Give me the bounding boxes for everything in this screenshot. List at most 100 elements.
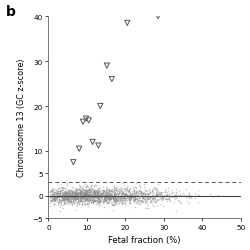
Point — [59, 195, 63, 199]
Point — [148, 196, 152, 200]
Point — [64, 191, 68, 195]
Point — [76, 196, 80, 200]
Point — [104, 196, 108, 200]
Point — [71, 199, 75, 203]
Point — [91, 198, 95, 202]
Point — [117, 192, 121, 196]
Point — [87, 192, 91, 196]
Point — [78, 197, 82, 201]
Point — [94, 195, 98, 199]
Point — [74, 192, 78, 196]
Point — [78, 199, 82, 203]
Point — [154, 191, 158, 195]
Point — [78, 199, 82, 203]
Point — [118, 199, 122, 203]
Point — [112, 199, 116, 203]
Point — [127, 190, 131, 194]
Point — [116, 201, 119, 205]
Point — [106, 200, 110, 204]
Point — [70, 200, 73, 204]
Point — [53, 193, 57, 197]
Point — [84, 190, 88, 194]
Point — [118, 189, 122, 193]
Point — [75, 194, 79, 198]
Point — [132, 188, 136, 192]
Point — [124, 196, 128, 200]
Point — [75, 196, 79, 200]
Point — [128, 196, 132, 200]
Point — [89, 195, 93, 199]
Point — [127, 192, 131, 196]
Point — [93, 191, 97, 195]
Point — [66, 200, 70, 204]
Point — [99, 193, 103, 197]
Point — [55, 194, 59, 198]
Point — [123, 196, 127, 200]
Point — [75, 192, 79, 196]
Point — [94, 193, 98, 197]
Point — [111, 195, 115, 199]
Point — [140, 195, 144, 199]
Point — [82, 190, 86, 194]
Point — [83, 198, 87, 202]
Point — [48, 199, 52, 203]
Point — [77, 184, 81, 188]
Point — [126, 194, 130, 198]
Point — [69, 193, 73, 197]
Point — [85, 190, 89, 194]
Point — [68, 197, 72, 201]
Point — [149, 193, 153, 197]
Point — [88, 194, 92, 198]
Point — [150, 194, 154, 198]
Point — [75, 200, 79, 204]
Point — [63, 200, 67, 204]
Point — [80, 190, 84, 194]
Point — [77, 191, 81, 195]
Point — [107, 191, 111, 195]
Point — [107, 197, 111, 201]
Point — [67, 190, 71, 194]
Point — [73, 198, 77, 202]
Point — [86, 201, 90, 205]
Point — [50, 188, 54, 192]
Point — [57, 192, 61, 196]
Point — [95, 194, 99, 198]
Point — [70, 190, 74, 194]
Point — [58, 192, 62, 196]
Point — [65, 197, 69, 201]
Point — [54, 192, 58, 196]
Point — [130, 194, 134, 198]
Point — [114, 194, 117, 198]
Point — [67, 199, 71, 203]
Point — [56, 198, 60, 202]
Point — [122, 192, 126, 196]
Point — [94, 202, 98, 206]
Point — [76, 193, 80, 197]
Point — [111, 194, 115, 198]
Point — [83, 194, 87, 198]
Point — [161, 204, 165, 208]
Point — [62, 193, 66, 197]
Point — [116, 187, 120, 191]
Point — [114, 192, 117, 196]
Point — [85, 202, 89, 206]
Point — [118, 197, 122, 201]
Point — [69, 194, 73, 198]
Point — [116, 191, 120, 195]
Point — [83, 186, 87, 190]
Point — [104, 198, 108, 202]
Point — [102, 190, 105, 194]
Point — [98, 192, 102, 196]
Point — [82, 192, 86, 196]
Point — [58, 203, 62, 207]
Point — [130, 195, 134, 199]
Point — [55, 194, 59, 198]
Point — [124, 194, 128, 198]
Point — [59, 195, 63, 199]
Point — [172, 193, 175, 197]
Point — [124, 204, 128, 208]
Point — [152, 196, 156, 200]
Point — [102, 196, 106, 200]
Point — [92, 192, 96, 196]
Point — [94, 198, 98, 202]
